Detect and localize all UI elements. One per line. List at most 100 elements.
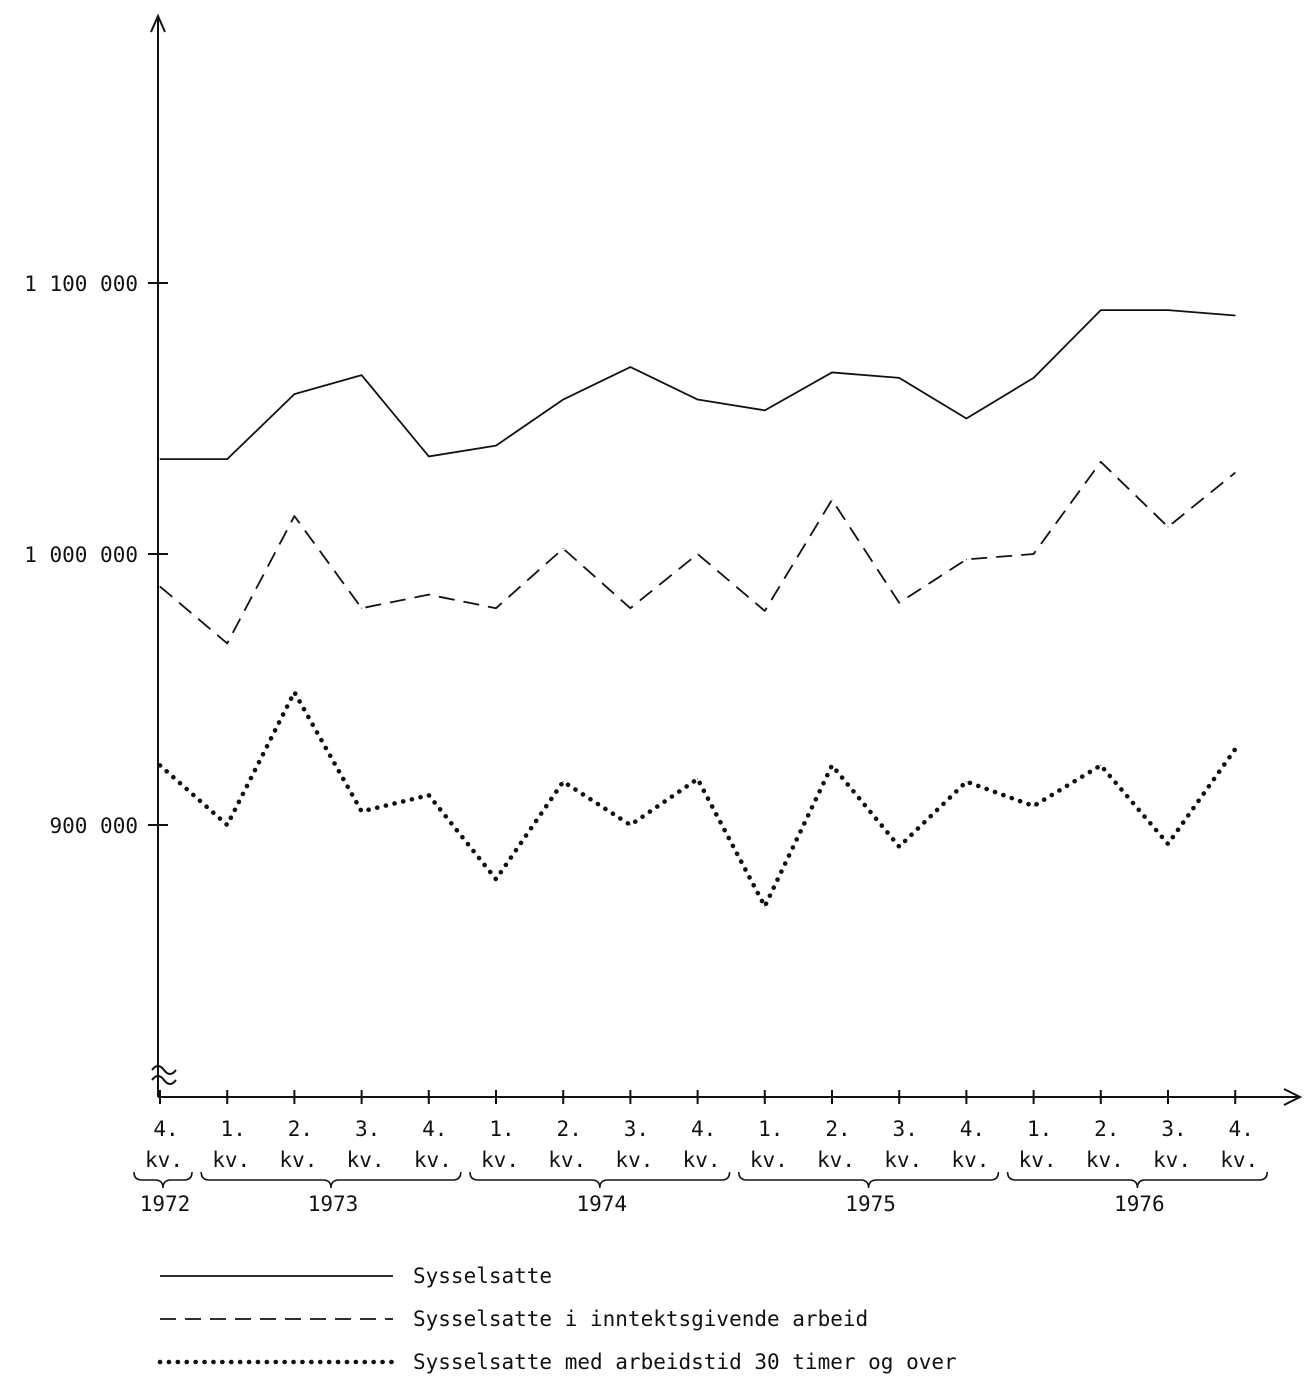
x-tick-kv-label: kv. xyxy=(884,1148,922,1172)
series-dashed-point xyxy=(428,594,430,596)
year-label: 1973 xyxy=(308,1192,359,1216)
series-dashed-point xyxy=(562,548,564,550)
x-tick-quarter-label: 4. xyxy=(691,1117,716,1141)
x-tick-quarter-label: 2. xyxy=(825,1117,850,1141)
axes xyxy=(150,13,1303,1106)
year-brace xyxy=(1006,1171,1268,1189)
year-label: 1976 xyxy=(1114,1192,1165,1216)
x-tick-kv-label: kv. xyxy=(1153,1148,1191,1172)
series-dashed-point xyxy=(898,602,900,604)
x-tick-quarter-label: 2. xyxy=(288,1117,313,1141)
y-axis-break-icon xyxy=(151,1065,177,1085)
series-dashed-point xyxy=(1167,526,1169,528)
series-solid-point xyxy=(1033,377,1035,379)
x-tick-quarter-label: 1. xyxy=(221,1117,246,1141)
x-tick-kv-label: kv. xyxy=(1086,1148,1124,1172)
year-brace xyxy=(133,1171,193,1189)
x-tick-quarter-label: 4. xyxy=(153,1117,178,1141)
series-dotted-point xyxy=(629,824,631,826)
series-dashed-point xyxy=(965,558,967,560)
series-line-solid xyxy=(160,309,1236,461)
series-solid-point xyxy=(361,374,363,376)
y-tick-label: 1 000 000 xyxy=(24,543,138,567)
series-solid-point xyxy=(1100,309,1102,311)
x-tick-kv-label: kv. xyxy=(1220,1148,1258,1172)
series-line-dotted xyxy=(157,689,1238,909)
x-tick-quarter-label: 1. xyxy=(1027,1117,1052,1141)
series-solid-point xyxy=(764,409,766,411)
x-tick-kv-label: kv. xyxy=(750,1148,788,1172)
x-tick-kv-label: kv. xyxy=(212,1148,250,1172)
series-solid-point xyxy=(898,377,900,379)
series-dashed-point xyxy=(831,499,833,501)
series-dashed-point xyxy=(697,553,699,555)
x-tick-kv-label: kv. xyxy=(683,1148,721,1172)
y-axis-arrowhead xyxy=(150,13,166,33)
series-dotted-point xyxy=(965,781,967,783)
series-dotted-point xyxy=(764,905,766,907)
series-dotted-point xyxy=(1033,805,1035,807)
series-dotted-point xyxy=(898,846,900,848)
series-lines xyxy=(157,309,1238,909)
series-dotted-point xyxy=(293,691,295,693)
series-solid-point xyxy=(697,399,699,401)
series-dashed-point xyxy=(1033,553,1035,555)
x-tick-quarter-label: 3. xyxy=(1161,1117,1186,1141)
series-dotted-point xyxy=(831,764,833,766)
series-dashed-point xyxy=(226,642,228,644)
series-dashed-point xyxy=(361,607,363,609)
x-tick-kv-label: kv. xyxy=(951,1148,989,1172)
x-tick-kv-label: kv. xyxy=(548,1148,586,1172)
year-brace xyxy=(469,1171,731,1189)
series-solid-point xyxy=(226,458,228,460)
series-dotted-point xyxy=(361,810,363,812)
x-tick-quarter-label: 4. xyxy=(960,1117,985,1141)
series-solid-point xyxy=(629,366,631,368)
x-tick-kv-label: kv. xyxy=(279,1148,317,1172)
series-dashed-point xyxy=(293,515,295,517)
series-dotted-point xyxy=(1234,748,1236,750)
series-dotted-point xyxy=(159,764,161,766)
legend: Sysselsatte Sysselsatte i inntektsgivende… xyxy=(157,1264,957,1374)
series-solid-point xyxy=(495,445,497,447)
x-tick-quarter-label: 1. xyxy=(758,1117,783,1141)
year-braces: 1972 1973 1974 1975 1976 xyxy=(133,1171,1268,1216)
series-solid-point xyxy=(562,399,564,401)
series-dotted-point xyxy=(1167,843,1169,845)
x-tick-kv-label: kv. xyxy=(145,1148,183,1172)
series-dotted-point xyxy=(562,781,564,783)
series-dotted-point xyxy=(1100,764,1102,766)
year-label: 1974 xyxy=(577,1192,628,1216)
year-brace xyxy=(738,1171,1000,1189)
x-tick-quarter-label: 3. xyxy=(893,1117,918,1141)
x-tick-kv-label: kv. xyxy=(481,1148,519,1172)
x-tick-quarter-label: 2. xyxy=(1094,1117,1119,1141)
legend-label: Sysselsatte med arbeidstid 30 timer og o… xyxy=(413,1350,957,1374)
series-dashed-point xyxy=(629,607,631,609)
series-solid-point xyxy=(1234,315,1236,317)
year-label: 1975 xyxy=(845,1192,896,1216)
x-tick-quarter-label: 1. xyxy=(489,1117,514,1141)
series-dashed-point xyxy=(1100,461,1102,463)
series-solid-point xyxy=(831,371,833,373)
x-tick-quarter-label: 4. xyxy=(422,1117,447,1141)
series-dashed-point xyxy=(495,607,497,609)
series-solid-point xyxy=(965,418,967,419)
x-tick-quarter-label: 3. xyxy=(355,1117,380,1141)
series-dashed-point xyxy=(1234,472,1236,474)
series-dotted-point xyxy=(226,824,228,826)
series-solid-point xyxy=(293,393,295,395)
x-tick-quarter-label: 4. xyxy=(1229,1117,1254,1141)
legend-label: Sysselsatte i inntektsgivende arbeid xyxy=(413,1307,868,1331)
x-axis-arrowhead xyxy=(1283,1088,1303,1106)
x-tick-kv-label: kv. xyxy=(615,1148,653,1172)
x-tick-quarter-label: 2. xyxy=(557,1117,582,1141)
series-dashed-point xyxy=(159,586,161,588)
series-dotted-point xyxy=(495,878,497,880)
series-solid-point xyxy=(1167,309,1169,311)
series-solid-point xyxy=(159,458,161,460)
y-tick-label: 900 000 xyxy=(49,814,138,838)
x-tick-kv-label: kv. xyxy=(414,1148,452,1172)
x-ticks: 4. kv. 1. kv. 2. kv. 3. kv. 4. kv. 1. kv. 2. kv. 3. kv.… xyxy=(145,1090,1258,1172)
